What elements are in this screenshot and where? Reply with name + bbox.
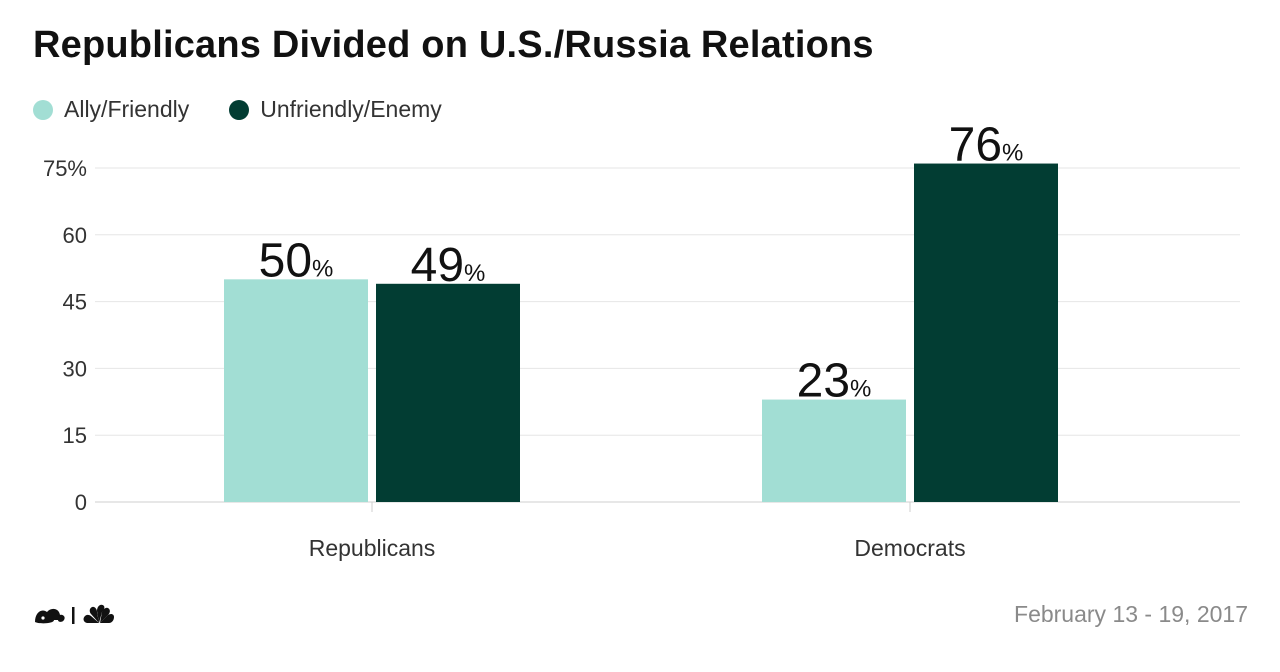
survey-date: February 13 - 19, 2017 [1014,601,1248,627]
y-tick-label: 0 [75,490,87,515]
y-tick-label: 75% [43,156,87,181]
bar [224,279,368,502]
x-category-label: Democrats [854,535,965,561]
data-label: 76% [949,119,1024,172]
legend-item-ally-friendly: Ally/Friendly [33,96,189,123]
bar [914,163,1058,502]
legend-swatch-unfriendly-enemy [229,99,250,120]
data-label: 50% [259,234,334,287]
legend-label-ally-friendly: Ally/Friendly [64,96,190,122]
data-label: 49% [411,239,486,292]
y-tick-label: 60 [63,223,87,248]
data-label: 23% [797,355,872,408]
y-tick-label: 30 [63,356,87,381]
bar [762,399,906,502]
y-tick-label: 45 [63,290,87,315]
legend: Ally/Friendly Unfriendly/Enemy [33,96,482,123]
y-tick-label: 15 [63,423,87,448]
nbc-surveymonkey-logo-icon [35,604,114,624]
chart-title: Republicans Divided on U.S./Russia Relat… [33,24,874,66]
legend-label-unfriendly-enemy: Unfriendly/Enemy [260,96,442,122]
legend-swatch-ally-friendly [33,99,53,120]
bar [376,283,520,502]
x-category-label: Republicans [309,535,436,561]
legend-item-unfriendly-enemy: Unfriendly/Enemy [229,96,442,123]
